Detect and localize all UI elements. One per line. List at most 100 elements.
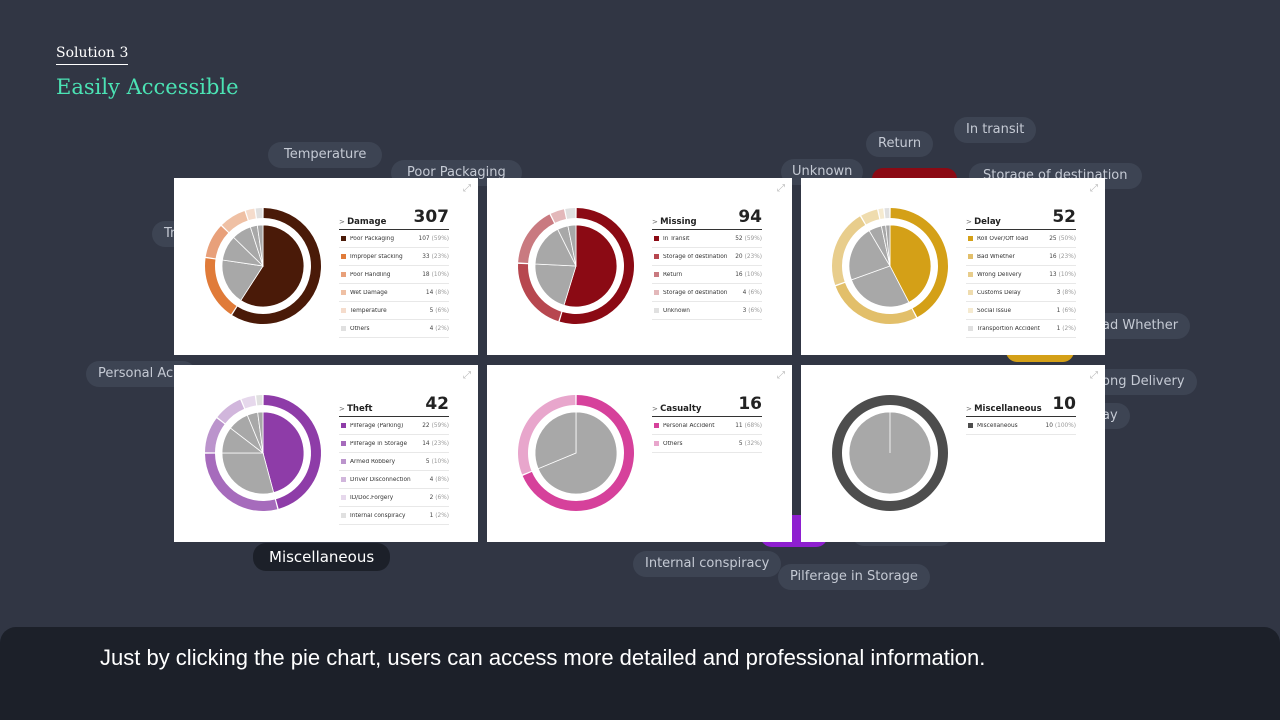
- legend-row[interactable]: Pilferage (Parking) 22 (59%): [339, 417, 449, 435]
- legend-row[interactable]: Wet Damage 14 (8%): [339, 284, 449, 302]
- ring-slice-bad-whether[interactable]: [835, 282, 917, 324]
- chart-card-delay[interactable]: Delay 52 Roll Over/Off load 25(50%) Bad Whet…: [801, 178, 1105, 355]
- ring-slice-unknown[interactable]: [565, 208, 576, 219]
- pie-slice-pilferage-parking[interactable]: [262, 411, 305, 494]
- pie-slice-internal-conspiracy[interactable]: [257, 411, 264, 454]
- chart-card-damage[interactable]: Damage 307 Poor Packaging 107(59%) Improper …: [174, 178, 478, 355]
- ring-slice-customs-delay[interactable]: [861, 209, 880, 225]
- ring-slice-temperature[interactable]: [245, 208, 256, 221]
- ring-slice-storage-of-destination[interactable]: [518, 263, 562, 322]
- pie-slice-improper-stacking[interactable]: [221, 259, 264, 302]
- expand-icon[interactable]: ⤢: [1090, 183, 1098, 194]
- legend-row[interactable]: Social Issue 1 (6%): [966, 302, 1076, 320]
- bg-tag-miscellaneous[interactable]: Miscellaneous: [253, 543, 391, 571]
- legend-row[interactable]: Pilferage in Storage 14 (23%): [339, 435, 449, 453]
- legend-row[interactable]: Others 5 (32%): [652, 435, 762, 453]
- pie-slice-pilferage-in-storage[interactable]: [221, 452, 275, 495]
- expand-icon[interactable]: ⤢: [463, 370, 471, 381]
- expand-icon[interactable]: ⤢: [777, 370, 785, 381]
- ring-slice-wrong-delivery[interactable]: [832, 216, 866, 286]
- ring-slice-return[interactable]: [518, 214, 555, 264]
- legend-row[interactable]: Miscellaneous 10 (100%): [966, 417, 1076, 435]
- bg-tag-pilferage-in-storage[interactable]: Pilferage in Storage: [778, 564, 930, 590]
- legend-row[interactable]: Poor Packaging 107 (59%): [339, 230, 449, 248]
- pie-slice-return[interactable]: [534, 228, 577, 267]
- ring-slice-poor-packaging[interactable]: [232, 208, 321, 324]
- legend-row[interactable]: Storage of destination 20 (23%): [652, 248, 762, 266]
- ring-slice-improper-stacking[interactable]: [205, 258, 237, 315]
- ring-slice-transportion-accident[interactable]: [884, 208, 890, 219]
- chart-card-casualty[interactable]: Casualty 16 Personal Accident 11(68%) Others…: [487, 365, 792, 542]
- pie-slice-personal-accident[interactable]: [537, 411, 618, 495]
- legend-row[interactable]: Return 16 (10%): [652, 266, 762, 284]
- bg-tag-temperature[interactable]: Temperature: [268, 142, 383, 168]
- legend-row[interactable]: Driver Disconnection 4 (8%): [339, 471, 449, 489]
- pie-slice-in-transit[interactable]: [563, 224, 618, 308]
- legend-row[interactable]: Improper stacking 33 (23%): [339, 248, 449, 266]
- legend-row[interactable]: Wrong Delivery 13 (10%): [966, 266, 1076, 284]
- ring-slice-others[interactable]: [518, 395, 576, 475]
- expand-icon[interactable]: ⤢: [463, 183, 471, 194]
- ring-slice-wet-damage[interactable]: [221, 211, 248, 233]
- legend-row[interactable]: Personal Accident 11 (68%): [652, 417, 762, 435]
- legend-row[interactable]: Customs Delay 3 (8%): [966, 284, 1076, 302]
- legend-row[interactable]: In Transit 52 (59%): [652, 230, 762, 248]
- legend-row[interactable]: Transportion Accident 1 (2%): [966, 320, 1076, 338]
- ring-slice-pilferage-in-storage[interactable]: [205, 453, 278, 511]
- ring-slice-pilferage-parking[interactable]: [263, 395, 321, 509]
- legend-row[interactable]: Bad Whether 16 (23%): [966, 248, 1076, 266]
- legend-row[interactable]: Armed Robbery 5 (10%): [339, 453, 449, 471]
- category-label: Casualty: [652, 404, 701, 414]
- bg-tag-return[interactable]: Return: [866, 131, 934, 157]
- ring-slice-others[interactable]: [255, 208, 263, 219]
- pie-slice-bad-whether[interactable]: [850, 265, 910, 308]
- pie-slice-roll-over-off-load[interactable]: [889, 224, 932, 303]
- pie-chart[interactable]: [801, 178, 1105, 355]
- legend-row[interactable]: ID/Doc.Forgery 2 (6%): [339, 489, 449, 507]
- ring-slice-id-doc-forgery[interactable]: [241, 395, 257, 409]
- pie-chart[interactable]: [174, 365, 478, 542]
- pie-chart[interactable]: [487, 365, 792, 542]
- ring-slice-storage-of-destination[interactable]: [550, 209, 566, 223]
- bg-tag-wrong-delivery[interactable]: ong Delivery: [1090, 369, 1197, 395]
- pie-slice-poor-packaging[interactable]: [240, 224, 305, 308]
- legend-row[interactable]: Internal conspiracy 1 (2%): [339, 507, 449, 525]
- ring-slice-in-transit[interactable]: [559, 208, 634, 324]
- pie-slice-wrong-delivery[interactable]: [848, 230, 891, 281]
- legend-row[interactable]: Storage of destination 4 (6%): [652, 284, 762, 302]
- ring-slice-social-issue[interactable]: [878, 208, 885, 219]
- legend-value: 1: [429, 512, 434, 519]
- pie-slice-others[interactable]: [256, 224, 264, 267]
- pie-slice-transportion-accident[interactable]: [885, 224, 891, 267]
- pie-slice-unknown[interactable]: [567, 224, 577, 267]
- ring-slice-internal-conspiracy[interactable]: [256, 395, 263, 406]
- ring-slice-poor-handling[interactable]: [205, 226, 229, 259]
- chart-card-missing[interactable]: Missing 94 In Transit 52(59%) Storage of des…: [487, 178, 792, 355]
- ring-slice-armed-robbery[interactable]: [205, 418, 225, 453]
- legend-row[interactable]: Others 4 (2%): [339, 320, 449, 338]
- legend-row[interactable]: Unknown 3 (6%): [652, 302, 762, 320]
- bg-tag-internal-conspiracy[interactable]: Internal conspiracy: [633, 551, 782, 577]
- expand-icon[interactable]: ⤢: [1090, 370, 1098, 381]
- pie-slice-others[interactable]: [534, 411, 577, 470]
- category-label: Miscellaneous: [966, 404, 1042, 414]
- legend-row[interactable]: Poor Handling 18 (10%): [339, 266, 449, 284]
- legend-row[interactable]: Roll Over/Off load 25 (50%): [966, 230, 1076, 248]
- ring-slice-roll-over-off-load[interactable]: [890, 208, 948, 318]
- bg-tag-bad-whether[interactable]: ad Whether: [1090, 313, 1191, 339]
- legend-row[interactable]: Temperature 5 (6%): [339, 302, 449, 320]
- legend-swatch: [341, 495, 346, 500]
- expand-icon[interactable]: ⤢: [777, 183, 785, 194]
- pie-chart[interactable]: [801, 365, 1105, 542]
- pie-chart[interactable]: [487, 178, 792, 355]
- legend-value: 5: [738, 440, 743, 447]
- pie-slice-storage-of-destination[interactable]: [534, 263, 577, 306]
- legend-label: Others: [350, 325, 370, 332]
- pie-slice-miscellaneous[interactable]: [848, 411, 932, 495]
- legend-swatch: [341, 290, 346, 295]
- bg-tag-in-transit[interactable]: In transit: [954, 117, 1037, 143]
- pie-chart[interactable]: [174, 178, 478, 355]
- ring-slice-driver-disconnection[interactable]: [217, 399, 245, 424]
